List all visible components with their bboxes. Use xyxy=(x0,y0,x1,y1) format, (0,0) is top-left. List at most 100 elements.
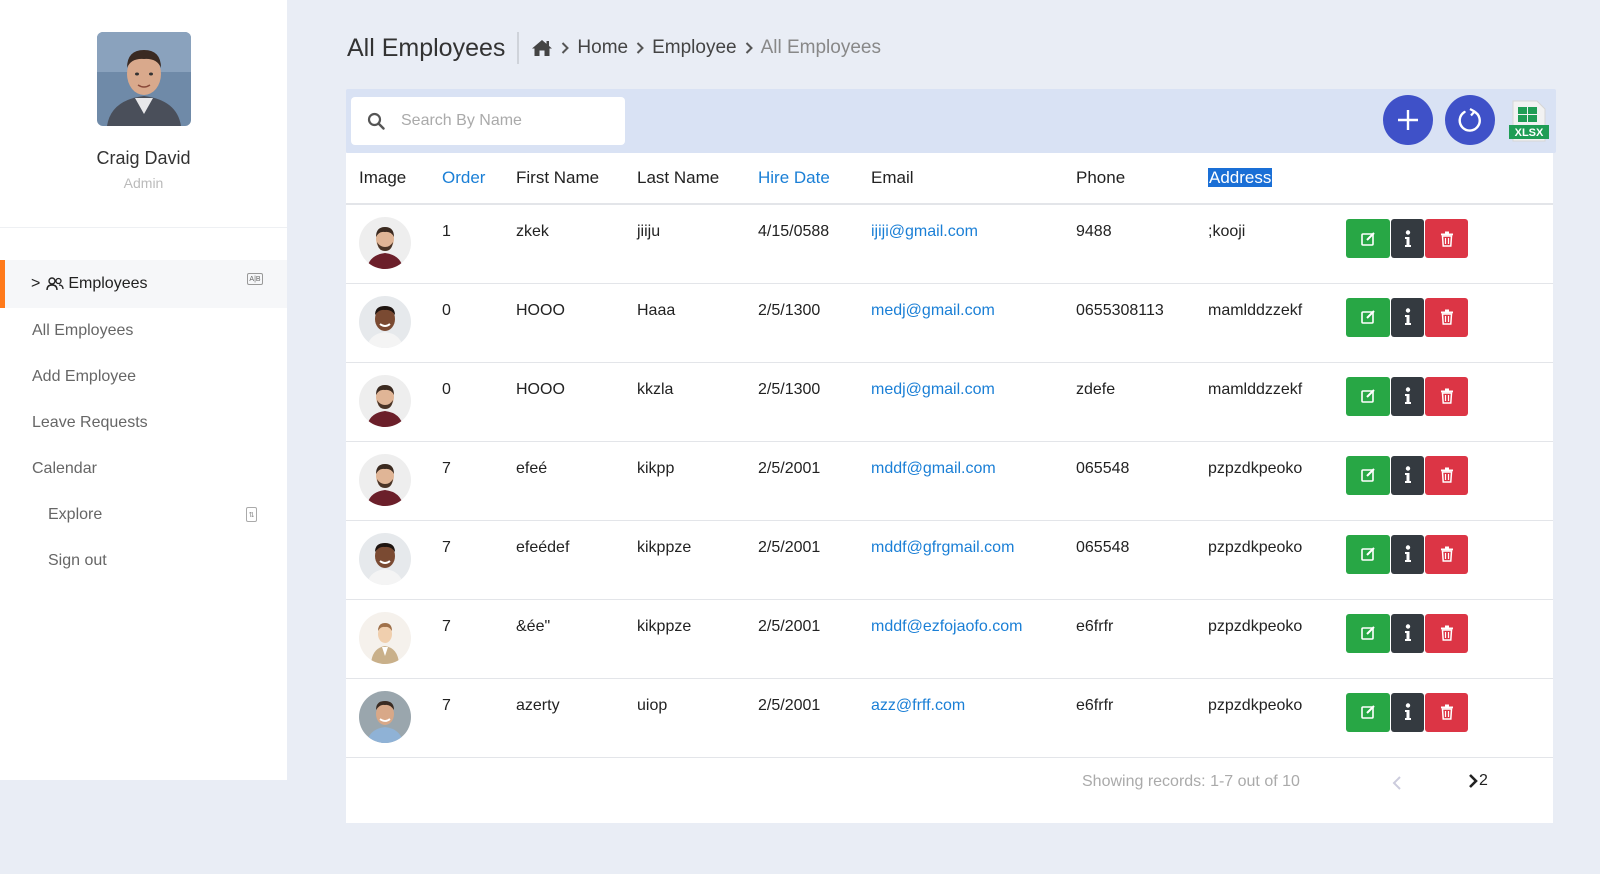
cell-order: 7 xyxy=(429,599,503,679)
details-button[interactable] xyxy=(1391,376,1424,416)
column-header-phone: Phone xyxy=(1063,153,1195,205)
cell-order: 1 xyxy=(429,204,503,284)
sidebar-item-leave-requests[interactable]: Leave Requests xyxy=(32,414,148,431)
cell-last-name: kkzla xyxy=(624,362,745,442)
details-button[interactable] xyxy=(1391,219,1424,258)
cell-address: ;kooji xyxy=(1195,204,1334,284)
cell-actions xyxy=(1334,678,1553,758)
edit-button[interactable] xyxy=(1346,219,1390,258)
edit-icon xyxy=(1361,231,1375,246)
sidebar-item-explore[interactable]: Explore ⇅ xyxy=(0,492,287,538)
previous-page-button[interactable] xyxy=(1392,775,1402,791)
details-button[interactable] xyxy=(1391,455,1424,495)
cell-hire-date: 4/15/0588 xyxy=(745,204,858,284)
column-header-order[interactable]: Order xyxy=(429,153,503,205)
trash-icon xyxy=(1440,231,1453,247)
edit-button[interactable] xyxy=(1346,692,1390,732)
details-button[interactable] xyxy=(1391,297,1424,337)
column-header-image: Image xyxy=(346,153,429,205)
delete-button[interactable] xyxy=(1425,376,1468,416)
cell-hire-date: 2/5/2001 xyxy=(745,520,858,600)
cell-phone: 9488 xyxy=(1063,204,1195,284)
cell-email[interactable]: mddf@ezfojaofo.com xyxy=(858,599,1063,679)
delete-button[interactable] xyxy=(1425,692,1468,732)
page-title: All Employees xyxy=(347,32,520,64)
delete-button[interactable] xyxy=(1425,455,1468,495)
cell-email[interactable]: ijiji@gmail.com xyxy=(858,204,1063,284)
records-count: Showing records: 1-7 out of 10 xyxy=(1082,773,1300,790)
column-header-hire-date[interactable]: Hire Date xyxy=(745,153,858,205)
details-button[interactable] xyxy=(1391,534,1424,574)
cell-phone: 065548 xyxy=(1063,520,1195,600)
sidebar-item-add-employee[interactable]: Add Employee xyxy=(32,368,137,385)
cell-first-name: zkek xyxy=(503,204,624,284)
cell-last-name: kikppze xyxy=(624,520,745,600)
cell-actions xyxy=(1334,520,1553,600)
edit-button[interactable] xyxy=(1346,613,1390,653)
table-row: 7 efeé kikpp 2/5/2001 mddf@gmail.com 065… xyxy=(346,441,1553,521)
trash-icon xyxy=(1440,309,1453,325)
delete-button[interactable] xyxy=(1425,613,1468,653)
collapse-badge-icon[interactable]: A|B xyxy=(247,273,263,285)
next-page-button[interactable]: 2 xyxy=(1468,772,1488,790)
expand-icon[interactable]: ⇅ xyxy=(246,507,257,522)
table-row: 7 &ée" kikppze 2/5/2001 mddf@ezfojaofo.c… xyxy=(346,599,1553,679)
cell-email[interactable]: medj@gmail.com xyxy=(858,283,1063,363)
breadcrumb-home[interactable]: Home xyxy=(577,37,629,58)
export-xlsx-button[interactable]: XLSX xyxy=(1507,99,1551,143)
cell-phone: e6frfr xyxy=(1063,599,1195,679)
sidebar-item-calendar[interactable]: Calendar xyxy=(32,460,97,477)
edit-button[interactable] xyxy=(1346,376,1390,416)
cell-first-name: HOOO xyxy=(503,283,624,363)
cell-email[interactable]: azz@frff.com xyxy=(858,678,1063,758)
user-name: Craig David xyxy=(96,148,191,168)
add-employee-button[interactable] xyxy=(1383,95,1433,145)
chevron-right-icon xyxy=(745,42,753,54)
refresh-button[interactable] xyxy=(1445,95,1495,145)
cell-first-name: efeédef xyxy=(503,520,624,600)
cell-order: 7 xyxy=(429,678,503,758)
edit-button[interactable] xyxy=(1346,534,1390,574)
trash-icon xyxy=(1440,704,1453,720)
breadcrumb-employee[interactable]: Employee xyxy=(652,37,737,58)
details-button[interactable] xyxy=(1391,692,1424,732)
cell-last-name: jiiju xyxy=(624,204,745,284)
details-button[interactable] xyxy=(1391,613,1424,653)
profile-section: Craig David Admin xyxy=(0,0,287,228)
cell-email[interactable]: mddf@gmail.com xyxy=(858,441,1063,521)
user-avatar[interactable] xyxy=(96,32,191,126)
table-row: 0 HOOO kkzla 2/5/1300 medj@gmail.com zde… xyxy=(346,362,1553,442)
cell-order: 0 xyxy=(429,283,503,363)
chevron-right-icon: > xyxy=(31,275,41,292)
cell-last-name: uiop xyxy=(624,678,745,758)
delete-button[interactable] xyxy=(1425,534,1468,574)
delete-button[interactable] xyxy=(1425,297,1468,337)
sidebar-item-all-employees[interactable]: All Employees xyxy=(32,322,134,339)
nav-section-employees[interactable]: > Employees A|B xyxy=(0,260,287,308)
nav-section-label: Employees xyxy=(68,275,148,292)
employee-avatar-cell xyxy=(346,204,429,284)
cell-hire-date: 2/5/2001 xyxy=(745,441,858,521)
search-input[interactable] xyxy=(401,112,601,130)
table-row: 0 HOOO Haaa 2/5/1300 medj@gmail.com 0655… xyxy=(346,283,1553,363)
cell-phone: e6frfr xyxy=(1063,678,1195,758)
info-icon xyxy=(1404,545,1411,562)
column-header-last-name: Last Name xyxy=(624,153,745,205)
cell-actions xyxy=(1334,441,1553,521)
column-header-address-label: Address xyxy=(1208,168,1273,187)
cell-last-name: Haaa xyxy=(624,283,745,363)
cell-email[interactable]: medj@gmail.com xyxy=(858,362,1063,442)
edit-icon xyxy=(1361,389,1375,403)
edit-button[interactable] xyxy=(1346,297,1390,337)
cell-email[interactable]: mddf@gfrgmail.com xyxy=(858,520,1063,600)
home-icon[interactable] xyxy=(531,39,553,57)
chevron-right-icon xyxy=(1469,774,1478,788)
delete-button[interactable] xyxy=(1425,219,1468,258)
edit-button[interactable] xyxy=(1346,455,1390,495)
cell-address: mamlddzzekf xyxy=(1195,362,1334,442)
sidebar-item-sign-out[interactable]: Sign out xyxy=(48,552,107,569)
sidebar-item-label: Explore xyxy=(48,506,103,523)
column-header-actions xyxy=(1334,153,1553,205)
people-icon xyxy=(46,276,64,292)
employee-avatar-cell xyxy=(346,362,429,442)
